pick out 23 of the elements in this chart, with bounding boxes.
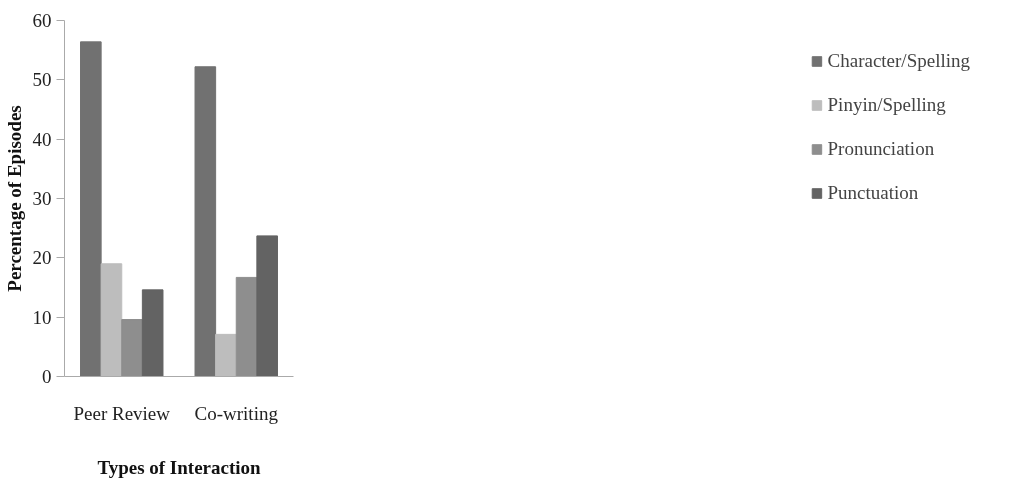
- bar: [121, 319, 143, 377]
- y-tick-label: 0: [42, 366, 52, 387]
- bar: [141, 289, 164, 377]
- bar: [194, 66, 217, 377]
- legend-label: Character/Spelling: [827, 50, 970, 72]
- y-tick-label: 50: [32, 69, 52, 91]
- y-tick-label: 60: [32, 10, 52, 31]
- legend-label: Punctuation: [827, 182, 919, 204]
- x-axis-title: Types of Interaction: [97, 456, 262, 478]
- y-tick-label: 10: [32, 306, 52, 328]
- legend-label: Pinyin/Spelling: [827, 94, 946, 116]
- bar: [80, 41, 102, 377]
- x-tick-label: Peer Review: [73, 402, 171, 424]
- bar: [100, 263, 123, 377]
- bar: [215, 333, 237, 377]
- legend-label: Pronunciation: [827, 138, 935, 160]
- bar: [235, 276, 258, 377]
- x-tick-label: Co-writing: [194, 402, 279, 424]
- y-tick-label: 20: [32, 247, 52, 269]
- y-axis-title: Percentage of Episodes: [3, 105, 25, 292]
- y-tick-label: 30: [32, 188, 52, 209]
- y-tick-label: 40: [32, 128, 52, 150]
- bar: [256, 235, 278, 377]
